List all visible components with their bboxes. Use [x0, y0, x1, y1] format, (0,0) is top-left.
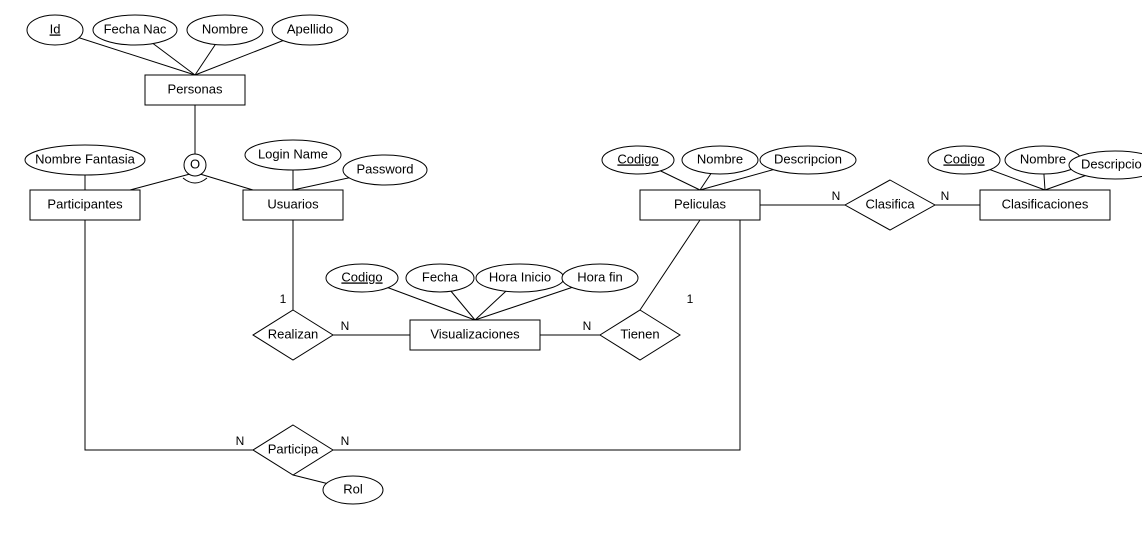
- entity-label-visualizaciones: Visualizaciones: [430, 326, 520, 341]
- attr-label-horaini: Hora Inicio: [489, 269, 551, 284]
- attr-label-password: Password: [356, 161, 413, 176]
- attr-label-loginname: Login Name: [258, 146, 328, 161]
- relationship-label-realizan: Realizan: [268, 326, 319, 341]
- isa-label: O: [190, 156, 200, 171]
- entity-label-peliculas: Peliculas: [674, 196, 727, 211]
- attr-label-descr_pel: Descripcion: [774, 151, 842, 166]
- attr-label-fecha_vis: Fecha: [422, 269, 459, 284]
- cardinality: 1: [280, 292, 287, 306]
- entity-label-participantes: Participantes: [47, 196, 123, 211]
- cardinality: N: [341, 319, 350, 333]
- entity-label-personas: Personas: [168, 81, 223, 96]
- cardinality: N: [583, 319, 592, 333]
- attr-label-nombre_p: Nombre: [202, 21, 248, 36]
- cardinality: N: [341, 434, 350, 448]
- attr-label-rol: Rol: [343, 481, 363, 496]
- cardinality: 1: [687, 292, 694, 306]
- attr-label-codigo_cl: Codigo: [943, 151, 984, 166]
- cardinality: N: [941, 189, 950, 203]
- relationship-label-participa: Participa: [268, 441, 319, 456]
- attr-label-nombrefant: Nombre Fantasia: [35, 151, 135, 166]
- attr-label-apellido: Apellido: [287, 21, 333, 36]
- attr-label-descr_cl: Descripcion: [1081, 156, 1142, 171]
- attr-label-nombre_pel: Nombre: [697, 151, 743, 166]
- attr-label-fechanac: Fecha Nac: [104, 21, 167, 36]
- relationship-label-clasifica: Clasifica: [865, 196, 915, 211]
- entity-label-clasificaciones: Clasificaciones: [1002, 196, 1089, 211]
- attr-label-nombre_cl: Nombre: [1020, 151, 1066, 166]
- attr-label-codigo_pel: Codigo: [617, 151, 658, 166]
- attr-label-horafin: Hora fin: [577, 269, 623, 284]
- attr-label-id: Id: [50, 21, 61, 36]
- relationship-label-tienen: Tienen: [620, 326, 659, 341]
- er-diagram: Personas Participantes Usuarios Peliculas Cl…: [0, 0, 1142, 547]
- cardinality: N: [832, 189, 841, 203]
- attr-label-codigo_vis: Codigo: [341, 269, 382, 284]
- entity-label-usuarios: Usuarios: [267, 196, 319, 211]
- cardinality: N: [236, 434, 245, 448]
